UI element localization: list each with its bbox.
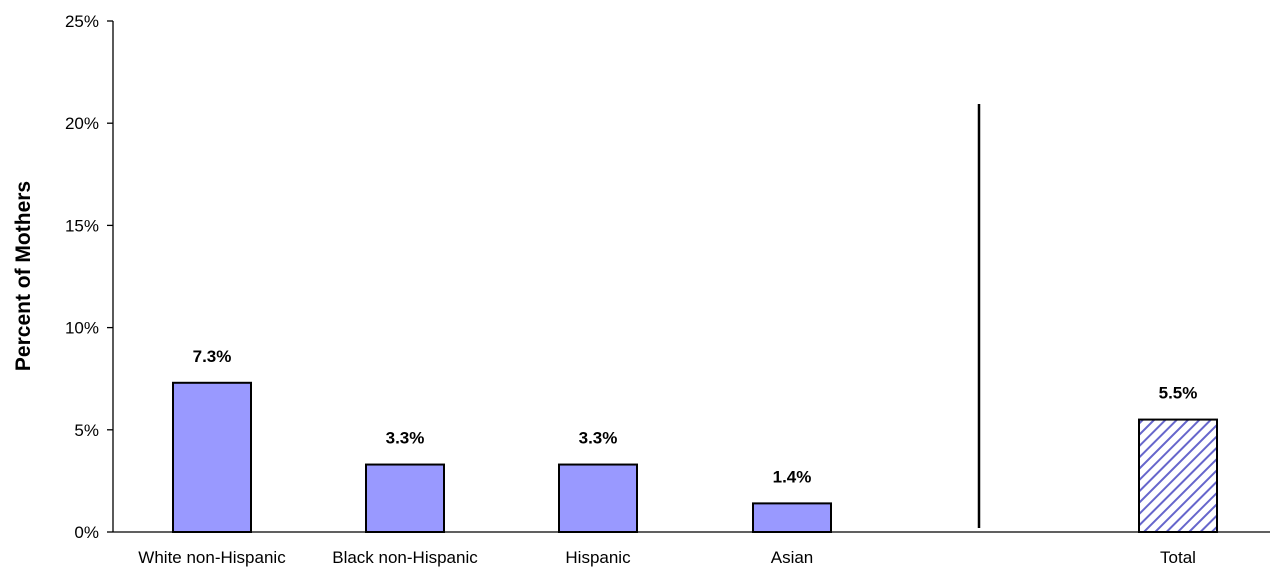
data-label: 3.3% xyxy=(386,429,425,448)
data-labels: 7.3% 3.3% 3.3% 1.4% 5.5% xyxy=(193,347,1198,487)
category-labels: White non-Hispanic Black non-Hispanic Hisp… xyxy=(138,548,1196,567)
y-axis-label: Percent of Mothers xyxy=(12,181,35,371)
bar xyxy=(752,502,832,534)
bars xyxy=(172,381,1218,534)
y-tick-label: 10% xyxy=(65,319,99,338)
category-label: Hispanic xyxy=(565,548,631,567)
category-label: Black non-Hispanic xyxy=(332,548,478,567)
bar xyxy=(1138,418,1218,533)
category-label: Total xyxy=(1160,548,1196,567)
y-tick-label: 25% xyxy=(65,12,99,31)
bar xyxy=(365,463,445,534)
y-tick-label: 20% xyxy=(65,114,99,133)
bar xyxy=(558,463,638,534)
bar xyxy=(172,381,252,533)
y-tick-label: 5% xyxy=(74,421,99,440)
y-ticks: 0% 5% 10% 15% 20% 25% xyxy=(65,12,113,542)
data-label: 5.5% xyxy=(1159,384,1198,403)
y-tick-label: 15% xyxy=(65,216,99,235)
category-label: Asian xyxy=(771,548,814,567)
data-label: 1.4% xyxy=(773,467,812,486)
axes xyxy=(112,21,1270,533)
data-label: 3.3% xyxy=(579,429,618,448)
data-label: 7.3% xyxy=(193,347,232,366)
category-label: White non-Hispanic xyxy=(138,548,286,567)
y-tick-label: 0% xyxy=(74,523,99,542)
